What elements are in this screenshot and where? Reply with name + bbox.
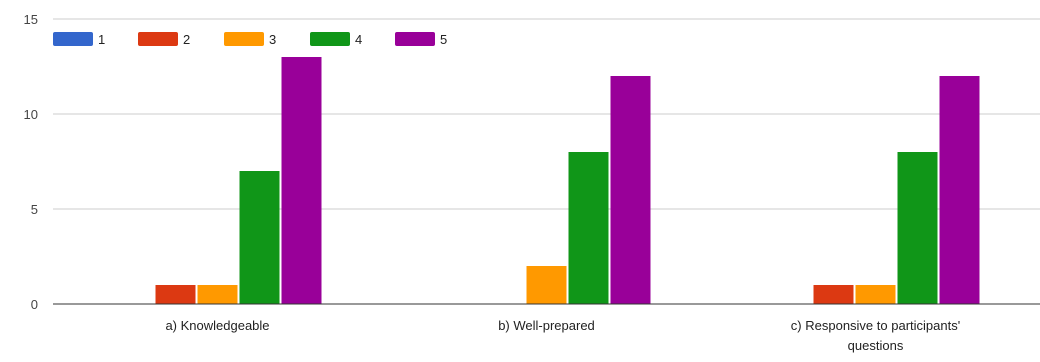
legend-swatch [395, 32, 435, 46]
bar-4-cat-2 [568, 152, 609, 304]
x-category-label: a) Knowledgeable [165, 318, 269, 333]
legend-item-2[interactable]: 2 [138, 32, 190, 47]
x-category-labels: a) Knowledgeable b) Well-prepared c) Respo… [165, 318, 960, 353]
y-tick-labels: 0 5 10 15 [24, 12, 38, 312]
x-category-label: b) Well-prepared [498, 318, 595, 333]
legend-swatch [138, 32, 178, 46]
x-category-label: c) Responsive to participants' questions [791, 318, 960, 353]
legend-item-5[interactable]: 5 [395, 32, 447, 47]
bar-3-cat-2 [526, 266, 567, 304]
legend-label: 4 [355, 32, 362, 47]
bar-5-cat-3 [939, 76, 980, 304]
legend-swatch [224, 32, 264, 46]
bar-3-cat-1 [197, 285, 238, 304]
bar-2-cat-3 [813, 285, 854, 304]
bar-5-cat-1 [281, 57, 322, 304]
legend-item-1[interactable]: 1 [53, 32, 105, 47]
bar-4-cat-1 [239, 171, 280, 304]
y-tick-label: 15 [24, 12, 38, 27]
bar-4-cat-3 [897, 152, 938, 304]
bars [155, 57, 980, 304]
bar-5-cat-2 [610, 76, 651, 304]
legend[interactable]: 1 2 3 4 5 [53, 32, 447, 47]
y-tick-label: 0 [31, 297, 38, 312]
legend-item-3[interactable]: 3 [224, 32, 276, 47]
legend-label: 5 [440, 32, 447, 47]
legend-swatch [310, 32, 350, 46]
legend-item-4[interactable]: 4 [310, 32, 362, 47]
gridlines [53, 18, 1040, 210]
legend-label: 3 [269, 32, 276, 47]
legend-label: 2 [183, 32, 190, 47]
legend-label: 1 [98, 32, 105, 47]
bar-2-cat-1 [155, 285, 196, 304]
y-tick-label: 10 [24, 107, 38, 122]
legend-swatch [53, 32, 93, 46]
y-tick-label: 5 [31, 202, 38, 217]
bar-3-cat-3 [855, 285, 896, 304]
